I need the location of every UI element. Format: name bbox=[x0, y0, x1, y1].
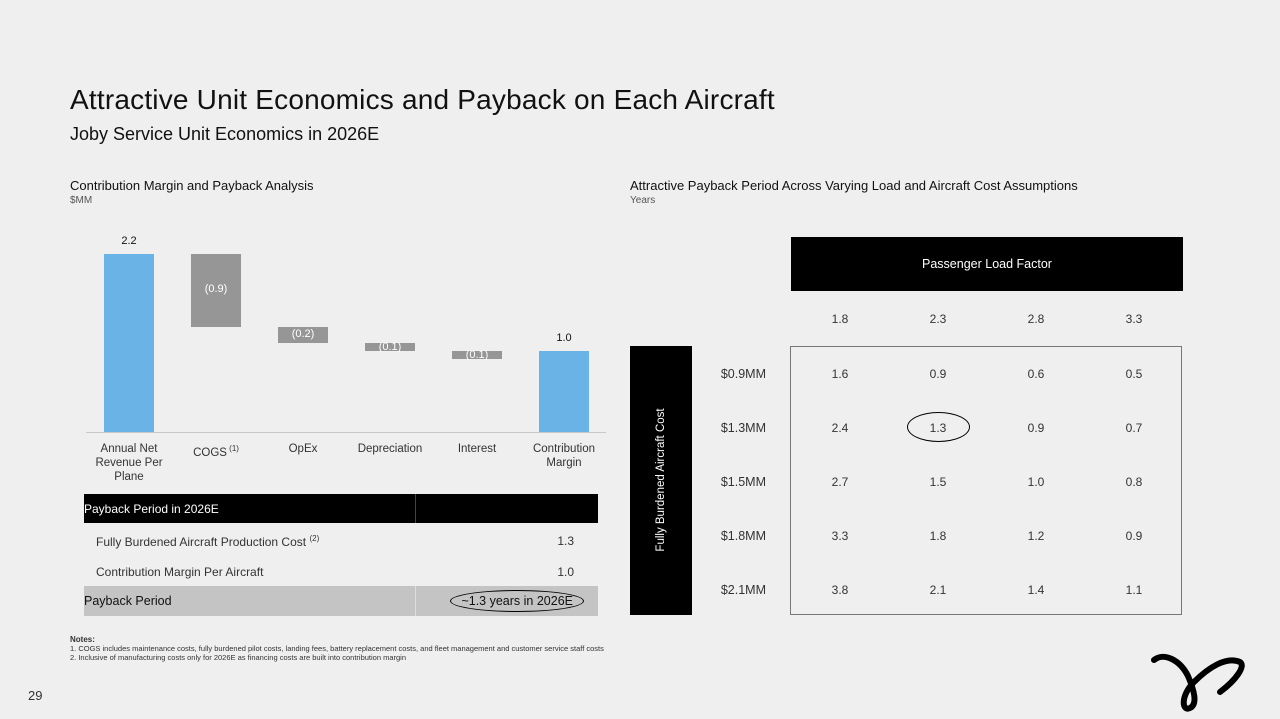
highlight-circle bbox=[907, 412, 970, 442]
grid-cell: 0.7 bbox=[1125, 421, 1143, 435]
joby-logo-icon bbox=[1151, 653, 1245, 712]
grid-cell: 2.7 bbox=[831, 475, 849, 489]
grid-cell: 0.9 bbox=[1027, 421, 1045, 435]
left-section-title: Contribution Margin and Payback Analysis bbox=[70, 178, 314, 193]
column-header-0: 1.8 bbox=[831, 312, 849, 326]
category-label-2: OpEx bbox=[288, 443, 318, 455]
data-label-5: 1.0 bbox=[556, 332, 572, 345]
category-label-1: COGS (1) bbox=[193, 444, 239, 459]
passenger-load-factor-header: Passenger Load Factor bbox=[791, 237, 1183, 291]
bar-0 bbox=[104, 254, 154, 432]
bar-5 bbox=[539, 351, 589, 432]
grid-cell: 0.9 bbox=[929, 367, 947, 381]
column-header-1: 2.3 bbox=[929, 312, 947, 326]
grid-cell: 3.8 bbox=[831, 583, 849, 597]
payback-row-production-cost: Fully Burdened Aircraft Production Cost … bbox=[84, 525, 598, 555]
grid-cell: 1.5 bbox=[929, 475, 947, 489]
grid-cell: 1.8 bbox=[929, 529, 947, 543]
payback-table-header: Payback Period in 2026E bbox=[84, 494, 598, 523]
payback-period-value: ~1.3 years in 2026E bbox=[450, 590, 584, 612]
payback-row-value: 1.0 bbox=[557, 565, 574, 579]
left-section-unit: $MM bbox=[70, 195, 93, 206]
data-label-4: (0.1) bbox=[465, 349, 489, 362]
right-section-title: Attractive Payback Period Across Varying… bbox=[630, 178, 1078, 193]
row-header-2: $1.5MM bbox=[720, 475, 766, 489]
right-section-unit: Years bbox=[630, 195, 656, 206]
grid-cell: 1.4 bbox=[1027, 583, 1045, 597]
payback-period-row: Payback Period ~1.3 years in 2026E bbox=[84, 586, 598, 616]
grid-cell: 2.1 bbox=[929, 583, 947, 597]
grid-cell: 0.9 bbox=[1125, 529, 1143, 543]
page-title: Attractive Unit Economics and Payback on… bbox=[70, 84, 775, 115]
grid-cell: 0.8 bbox=[1125, 475, 1143, 489]
payback-row-label: Contribution Margin Per Aircraft bbox=[96, 565, 264, 579]
column-header-3: 3.3 bbox=[1125, 312, 1143, 326]
row-header-1: $1.3MM bbox=[720, 421, 766, 435]
grid-cell: 1.2 bbox=[1027, 529, 1045, 543]
grid-cell: 2.4 bbox=[831, 421, 849, 435]
data-label-1: (0.9) bbox=[204, 283, 228, 296]
aircraft-cost-header-label: Fully Burdened Aircraft Cost bbox=[655, 408, 667, 552]
bar-3 bbox=[365, 343, 415, 352]
data-label-0: 2.2 bbox=[121, 235, 137, 247]
final-divider bbox=[415, 586, 416, 616]
payback-row-label: Fully Burdened Aircraft Production Cost … bbox=[96, 534, 320, 549]
grid-cell: 1.6 bbox=[831, 367, 849, 381]
row-header-4: $2.1MM bbox=[720, 583, 766, 597]
page-number: 29 bbox=[28, 688, 43, 703]
footnote-1: 1. COGS includes maintenance costs, full… bbox=[70, 644, 604, 653]
notes-heading: Notes: bbox=[70, 635, 95, 644]
grid-cell: 0.5 bbox=[1125, 367, 1143, 381]
payback-row-contribution-margin: Contribution Margin Per Aircraft 1.0 bbox=[84, 556, 598, 586]
category-label-3: Depreciation bbox=[357, 443, 423, 455]
category-label-4: Interest bbox=[457, 443, 497, 455]
sensitivity-grid bbox=[790, 346, 1182, 615]
grid-cell: 3.3 bbox=[831, 529, 849, 543]
category-label-5: Contribution Margin bbox=[532, 443, 595, 469]
page-subtitle: Joby Service Unit Economics in 2026E bbox=[70, 124, 380, 144]
footnote-2: 2. Inclusive of manufacturing costs only… bbox=[70, 653, 407, 662]
grid-cell: 0.6 bbox=[1027, 367, 1045, 381]
bar-4 bbox=[452, 351, 502, 360]
header-divider bbox=[415, 494, 416, 523]
payback-period-label: Payback Period bbox=[84, 594, 172, 608]
grid-cell: 1.3 bbox=[929, 421, 947, 435]
data-label-2: (0.2) bbox=[291, 327, 315, 340]
payback-row-value: 1.3 bbox=[557, 534, 574, 548]
footnotes: Notes: 1. COGS includes maintenance cost… bbox=[70, 635, 604, 662]
grid-cell: 1.0 bbox=[1027, 475, 1045, 489]
aircraft-cost-header bbox=[630, 346, 692, 615]
bar-2 bbox=[278, 326, 328, 343]
category-label-0: Annual Net Revenue Per Plane bbox=[95, 443, 163, 483]
data-label-3: (0.1) bbox=[378, 341, 402, 353]
row-header-0: $0.9MM bbox=[720, 367, 766, 381]
payback-header-label: Payback Period in 2026E bbox=[84, 502, 219, 516]
chart-baseline bbox=[86, 432, 606, 433]
column-header-2: 2.8 bbox=[1027, 312, 1045, 326]
grid-cell: 1.1 bbox=[1125, 583, 1143, 597]
row-header-3: $1.8MM bbox=[720, 529, 766, 543]
bar-1 bbox=[191, 254, 241, 327]
